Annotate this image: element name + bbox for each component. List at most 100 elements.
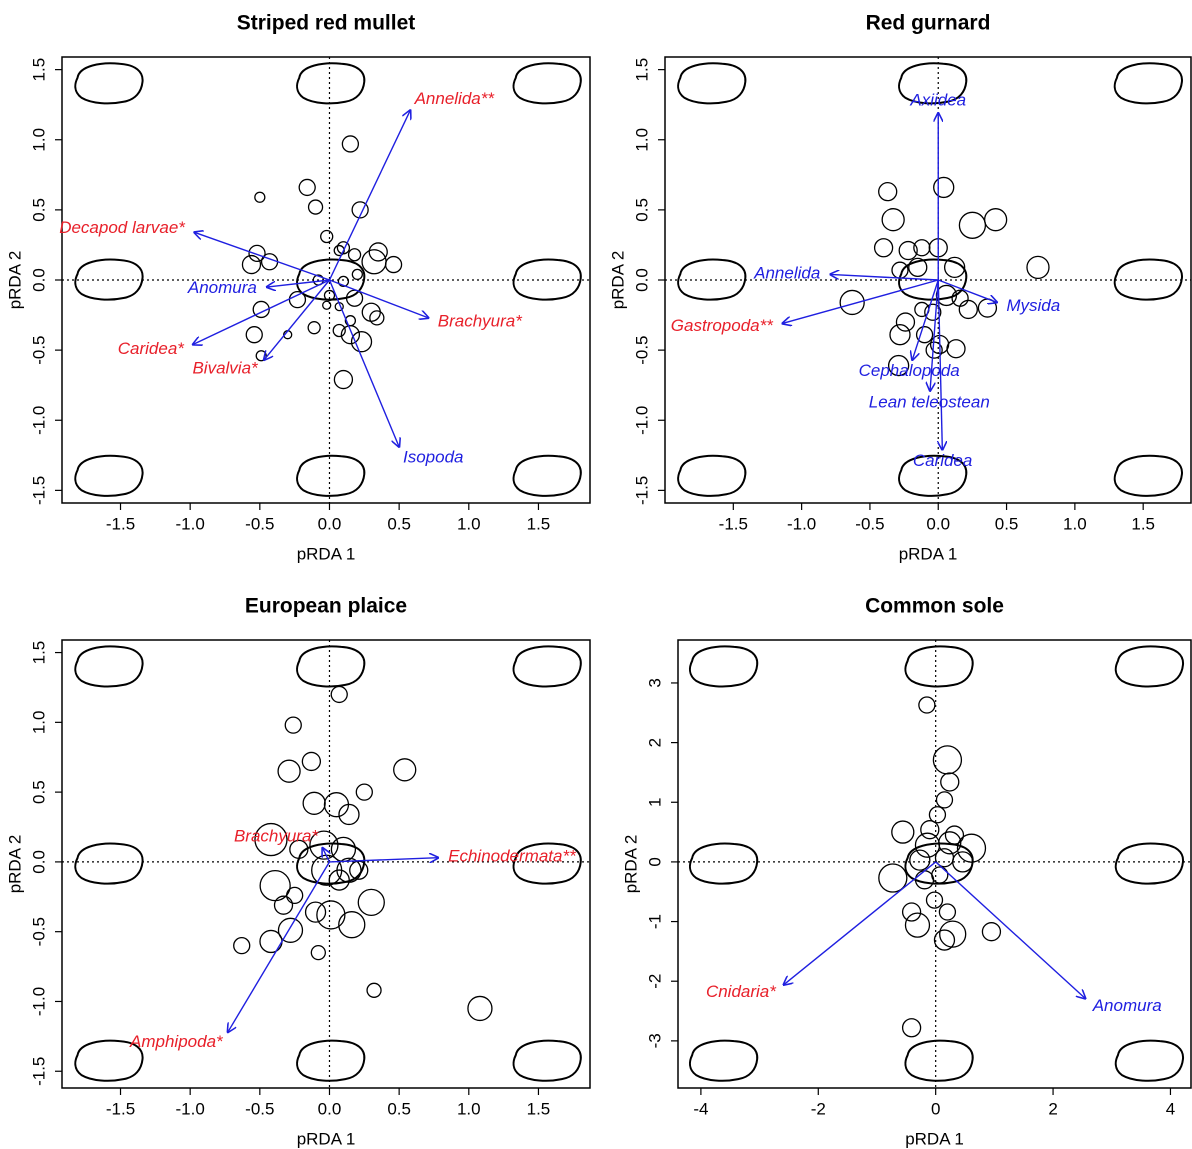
sample-point bbox=[248, 244, 266, 263]
sample-point bbox=[914, 870, 935, 890]
loading-arrow bbox=[938, 279, 942, 450]
sample-point bbox=[895, 312, 916, 332]
fish-outline bbox=[1114, 842, 1184, 885]
sample-point bbox=[940, 772, 960, 792]
x-tick-label: 1.5 bbox=[527, 514, 551, 533]
fish-outline bbox=[74, 1039, 144, 1082]
x-axis-label: pRDA 1 bbox=[297, 544, 356, 563]
arrow-label: Annelida** bbox=[414, 89, 496, 108]
x-tick-label: 1.0 bbox=[457, 1099, 481, 1118]
x-tick-label: -1.0 bbox=[176, 514, 205, 533]
x-tick-label: -4 bbox=[693, 1099, 708, 1118]
fish-outline bbox=[904, 645, 974, 688]
sample-point bbox=[933, 176, 955, 199]
fish-outline bbox=[689, 645, 759, 688]
sample-point bbox=[320, 229, 334, 244]
sample-point bbox=[983, 208, 1008, 232]
fish-outline bbox=[677, 62, 747, 105]
loading-arrow bbox=[264, 279, 331, 360]
chart-title: Striped red mullet bbox=[237, 12, 416, 35]
sample-point bbox=[259, 929, 283, 954]
x-tick-label: 0.0 bbox=[926, 514, 950, 533]
sample-point bbox=[284, 716, 302, 734]
x-tick-label: 0.0 bbox=[318, 1099, 342, 1118]
sample-point bbox=[467, 995, 493, 1022]
loading-arrow bbox=[194, 232, 330, 281]
sample-point bbox=[277, 759, 301, 783]
arrow-label: Caridea bbox=[913, 451, 973, 470]
sample-point bbox=[901, 1018, 922, 1038]
sample-point bbox=[952, 851, 974, 873]
sample-point bbox=[338, 911, 366, 939]
loading-arrow bbox=[267, 279, 330, 287]
fish-outline bbox=[296, 1039, 366, 1082]
y-axis-label: pRDA 2 bbox=[621, 835, 640, 894]
y-tick-label: -3 bbox=[645, 1033, 664, 1048]
sample-point bbox=[357, 888, 385, 917]
sample-point bbox=[351, 268, 363, 281]
fish-outline bbox=[512, 62, 582, 105]
sample-point bbox=[878, 181, 898, 202]
y-tick-label: 0.0 bbox=[29, 268, 48, 292]
sample-point bbox=[341, 135, 360, 153]
sample-point bbox=[915, 326, 934, 344]
sample-point bbox=[951, 289, 969, 307]
x-tick-label: -0.5 bbox=[245, 514, 274, 533]
loading-arrow bbox=[937, 279, 997, 302]
plot-frame bbox=[61, 639, 591, 1089]
sample-point bbox=[918, 696, 936, 714]
x-tick-label: -1.5 bbox=[106, 514, 135, 533]
y-tick-label: -1.5 bbox=[29, 476, 48, 505]
sample-point bbox=[366, 982, 382, 998]
sample-point bbox=[887, 354, 910, 377]
sample-point bbox=[301, 751, 322, 772]
x-tick-label: 2 bbox=[1048, 1099, 1057, 1118]
x-tick-label: 0.0 bbox=[318, 514, 342, 533]
fish-outline bbox=[74, 842, 144, 885]
loading-arrow bbox=[228, 861, 331, 1032]
fish-outline bbox=[74, 454, 144, 497]
y-tick-label: 0 bbox=[645, 857, 664, 866]
sample-point bbox=[355, 783, 373, 801]
fish-outline bbox=[1114, 645, 1184, 688]
fish-outline bbox=[1113, 62, 1183, 105]
sample-point bbox=[925, 891, 944, 909]
x-tick-label: 4 bbox=[1166, 1099, 1175, 1118]
sample-point bbox=[368, 242, 388, 262]
fish-outline bbox=[689, 842, 759, 885]
arrow-label: Cephalopoda bbox=[859, 361, 960, 380]
arrow-label: Anomura bbox=[187, 278, 257, 297]
sample-point bbox=[891, 820, 915, 844]
sample-point bbox=[958, 211, 987, 239]
sample-point bbox=[889, 324, 911, 346]
fish-outline bbox=[512, 454, 582, 497]
sample-point bbox=[333, 369, 354, 390]
sample-point bbox=[361, 302, 381, 322]
sample-point bbox=[908, 257, 928, 278]
y-tick-label: 1.0 bbox=[29, 711, 48, 735]
x-tick-label: -1.0 bbox=[176, 1099, 205, 1118]
chart-title: Red gurnard bbox=[866, 12, 991, 35]
arrow-label: Annelida bbox=[753, 263, 820, 282]
fish-outline bbox=[296, 62, 366, 105]
fish-outline bbox=[1113, 258, 1183, 301]
x-tick-label: 1.5 bbox=[1131, 514, 1155, 533]
x-tick-label: 0.5 bbox=[387, 1099, 411, 1118]
fish-outline bbox=[296, 454, 366, 497]
y-tick-label: -1.0 bbox=[29, 406, 48, 435]
sample-point bbox=[298, 178, 316, 197]
arrow-label: Lean teleostean bbox=[869, 392, 990, 411]
sample-point bbox=[958, 299, 978, 320]
loading-arrow bbox=[193, 279, 330, 345]
y-tick-label: 0.0 bbox=[632, 268, 651, 292]
sample-point bbox=[909, 849, 931, 871]
sample-point bbox=[336, 241, 351, 255]
y-tick-label: 0.0 bbox=[29, 850, 48, 874]
loading-arrow bbox=[323, 848, 330, 863]
fish-outline bbox=[512, 645, 582, 688]
fish-outline bbox=[1114, 1039, 1184, 1082]
arrow-label: Axiidea bbox=[909, 91, 966, 110]
sample-point bbox=[330, 685, 348, 704]
fish-outline bbox=[512, 258, 582, 301]
